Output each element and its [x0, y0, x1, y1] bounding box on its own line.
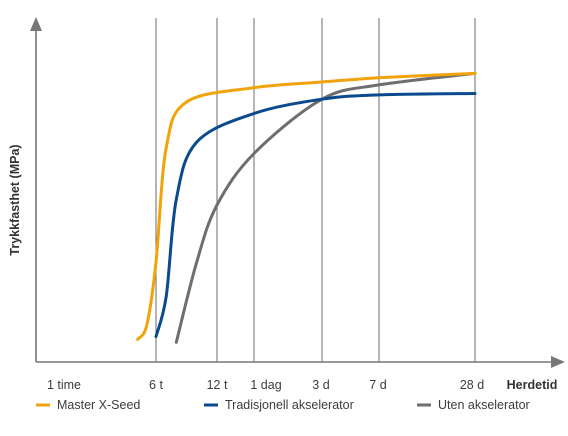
x-tick-7d: 7 d	[369, 378, 386, 392]
x-tick-28d: 28 d	[460, 378, 484, 392]
x-axis: 1 time 6 t 12 t 1 dag 3 d 7 d 28 d Herde…	[36, 356, 565, 392]
series-line-uten-akselerator	[174, 71, 477, 344]
x-tick-3d: 3 d	[312, 378, 329, 392]
legend-label-master-x-seed: Master X-Seed	[57, 398, 140, 412]
legend-label-tradisjonell-akselerator: Tradisjonell akselerator	[225, 398, 354, 412]
y-axis-arrow-icon	[30, 17, 42, 31]
x-tick-12t: 12 t	[207, 378, 228, 392]
x-tick-6t: 6 t	[149, 378, 163, 392]
legend-label-uten-akselerator: Uten akselerator	[438, 398, 530, 412]
series-line-master-x-seed	[136, 71, 477, 341]
legend-item-uten-akselerator: Uten akselerator	[417, 398, 530, 412]
legend-item-tradisjonell-akselerator: Tradisjonell akselerator	[204, 398, 354, 412]
x-axis-title: Herdetid	[507, 378, 558, 392]
y-axis-title: Trykkfasthet (MPa)	[8, 144, 22, 255]
series-layer	[136, 71, 477, 344]
legend-item-master-x-seed: Master X-Seed	[36, 398, 140, 412]
y-axis: Trykkfasthet (MPa)	[8, 17, 42, 362]
legend: Master X-Seed Tradisjonell akselerator U…	[36, 398, 530, 412]
x-tick-1-time: 1 time	[47, 378, 81, 392]
x-axis-arrow-icon	[551, 356, 565, 368]
series-line-tradisjonell-akselerator	[154, 92, 477, 339]
gridlines	[155, 18, 476, 362]
x-tick-1dag: 1 dag	[250, 378, 281, 392]
